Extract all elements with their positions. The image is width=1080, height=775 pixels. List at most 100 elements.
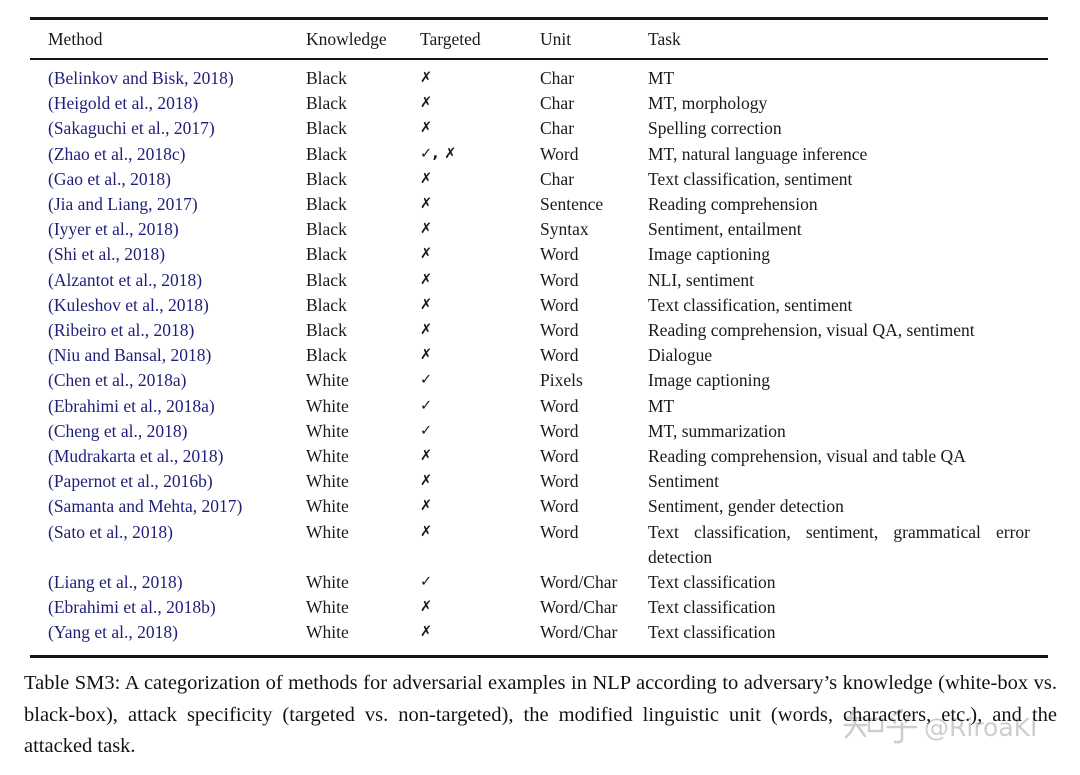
citation-link[interactable]: (Cheng et al., 2018) (48, 420, 188, 441)
citation-link[interactable]: (Ribeiro et al., 2018) (48, 320, 195, 341)
targeted-mark: ✓ (420, 397, 433, 414)
knowledge-value: Black (306, 118, 347, 139)
citation-link[interactable]: (Alzantot et al., 2018) (48, 269, 203, 290)
task-value: Text classification (648, 622, 776, 643)
task-value: MT, morphology (648, 93, 768, 114)
table-row: (Sato et al., 2018) White ✗ Word Text cl… (30, 520, 1048, 570)
watermark-handle-text: @RiroaKI (924, 713, 1037, 742)
citation-link[interactable]: (Ebrahimi et al., 2018b) (48, 597, 216, 618)
citation-link[interactable]: (Iyyer et al., 2018) (48, 219, 179, 240)
task-value: Text classification, sentiment (648, 294, 853, 315)
citation-link[interactable]: (Mudrakarta et al., 2018) (48, 446, 224, 467)
unit-value: Word/Char (540, 597, 618, 618)
table-row: (Zhao et al., 2018c) Black ✓, ✗ Word MT,… (30, 142, 1048, 167)
table-row: (Heigold et al., 2018) Black ✗ Char MT, … (30, 91, 1048, 116)
knowledge-value: White (306, 420, 349, 441)
table-row: (Ebrahimi et al., 2018b) White ✗ Word/Ch… (30, 595, 1048, 620)
citation-link[interactable]: (Sato et al., 2018) (48, 521, 173, 542)
citation-link[interactable]: (Shi et al., 2018) (48, 244, 166, 265)
knowledge-value: Black (306, 269, 347, 290)
citation-link[interactable]: (Chen et al., 2018a) (48, 370, 187, 391)
citation-link[interactable]: (Papernot et al., 2016b) (48, 471, 213, 492)
table-row: (Sakaguchi et al., 2017) Black ✗ Char Sp… (30, 116, 1048, 141)
citation-link[interactable]: (Niu and Bansal, 2018) (48, 345, 212, 366)
citation-link[interactable]: (Belinkov and Bisk, 2018) (48, 68, 234, 88)
column-header-targeted: Targeted (420, 28, 481, 49)
task-value: Spelling correction (648, 118, 782, 139)
table-row: (Alzantot et al., 2018) Black ✗ Word NLI… (30, 268, 1048, 293)
knowledge-value: White (306, 496, 349, 517)
knowledge-value: Black (306, 194, 347, 215)
targeted-mark: ✗ (420, 322, 433, 339)
citation-link[interactable]: (Jia and Liang, 2017) (48, 194, 198, 215)
unit-value: Char (540, 68, 575, 88)
task-value: Dialogue (648, 345, 713, 366)
targeted-mark: ✗ (420, 473, 433, 490)
table-row: (Liang et al., 2018) White ✓ Word/Char T… (30, 570, 1048, 595)
task-value: MT, summarization (648, 420, 786, 441)
unit-value: Word (540, 420, 579, 441)
table-row: (Cheng et al., 2018) White ✓ Word MT, su… (30, 419, 1048, 444)
unit-value: Word (540, 294, 579, 315)
knowledge-value: White (306, 597, 349, 618)
table-row: (Papernot et al., 2016b) White ✗ Word Se… (30, 469, 1048, 494)
unit-value: Word (540, 496, 579, 517)
knowledge-value: Black (306, 345, 347, 366)
targeted-mark: ✓ (420, 422, 433, 439)
methods-table: Method Knowledge Targeted Unit Task (Bel… (30, 17, 1048, 658)
zhihu-logo-icon: @RiroaKI (843, 708, 1037, 744)
knowledge-value: Black (306, 93, 347, 114)
task-value: Reading comprehension, visual and table … (648, 446, 966, 467)
citation-link[interactable]: (Yang et al., 2018) (48, 622, 178, 643)
targeted-mark: ✗ (420, 70, 433, 86)
citation-link[interactable]: (Ebrahimi et al., 2018a) (48, 395, 215, 416)
targeted-mark: ✗ (420, 120, 433, 137)
unit-value: Sentence (540, 194, 604, 215)
unit-value: Word (540, 521, 579, 542)
targeted-mark: ✗ (420, 347, 433, 364)
task-value: Text classification, sentiment, grammati… (648, 521, 1030, 567)
knowledge-value: White (306, 622, 349, 643)
targeted-mark: ✗ (420, 246, 433, 263)
unit-value: Word (540, 320, 579, 341)
table-header-row: Method Knowledge Targeted Unit Task (30, 20, 1048, 60)
task-value: Image captioning (648, 244, 770, 265)
citation-link[interactable]: (Liang et al., 2018) (48, 572, 183, 593)
targeted-mark: ✗ (420, 523, 433, 540)
citation-link[interactable]: (Heigold et al., 2018) (48, 93, 199, 114)
citation-link[interactable]: (Sakaguchi et al., 2017) (48, 118, 215, 139)
knowledge-value: White (306, 370, 349, 391)
knowledge-value: Black (306, 244, 347, 265)
citation-link[interactable]: (Kuleshov et al., 2018) (48, 294, 209, 315)
knowledge-value: White (306, 471, 349, 492)
targeted-mark: ✗ (420, 196, 433, 213)
citation-link[interactable]: (Gao et al., 2018) (48, 168, 171, 189)
task-value: MT, natural language inference (648, 143, 868, 164)
knowledge-value: Black (306, 320, 347, 341)
targeted-mark: ✗ (420, 624, 433, 641)
knowledge-value: Black (306, 168, 347, 189)
task-value: MT (648, 68, 675, 88)
table-row: (Mudrakarta et al., 2018) White ✗ Word R… (30, 444, 1048, 469)
task-value: Reading comprehension (648, 194, 818, 215)
unit-value: Char (540, 93, 575, 114)
targeted-mark: ✓ (420, 574, 433, 591)
citation-link[interactable]: (Samanta and Mehta, 2017) (48, 496, 243, 517)
targeted-mark: ✓ (420, 372, 433, 389)
targeted-mark: ✗ (420, 221, 433, 238)
unit-value: Char (540, 168, 575, 189)
unit-value: Word (540, 269, 579, 290)
table-row: (Niu and Bansal, 2018) Black ✗ Word Dial… (30, 343, 1048, 368)
unit-value: Syntax (540, 219, 589, 240)
task-value: NLI, sentiment (648, 269, 754, 290)
citation-link[interactable]: (Zhao et al., 2018c) (48, 143, 186, 164)
table-row: (Kuleshov et al., 2018) Black ✗ Word Tex… (30, 293, 1048, 318)
unit-value: Char (540, 118, 575, 139)
table-row: (Iyyer et al., 2018) Black ✗ Syntax Sent… (30, 217, 1048, 242)
unit-value: Word (540, 446, 579, 467)
knowledge-value: Black (306, 294, 347, 315)
column-header-unit: Unit (540, 28, 572, 49)
column-header-task: Task (648, 28, 681, 49)
task-value: Sentiment, entailment (648, 219, 802, 240)
